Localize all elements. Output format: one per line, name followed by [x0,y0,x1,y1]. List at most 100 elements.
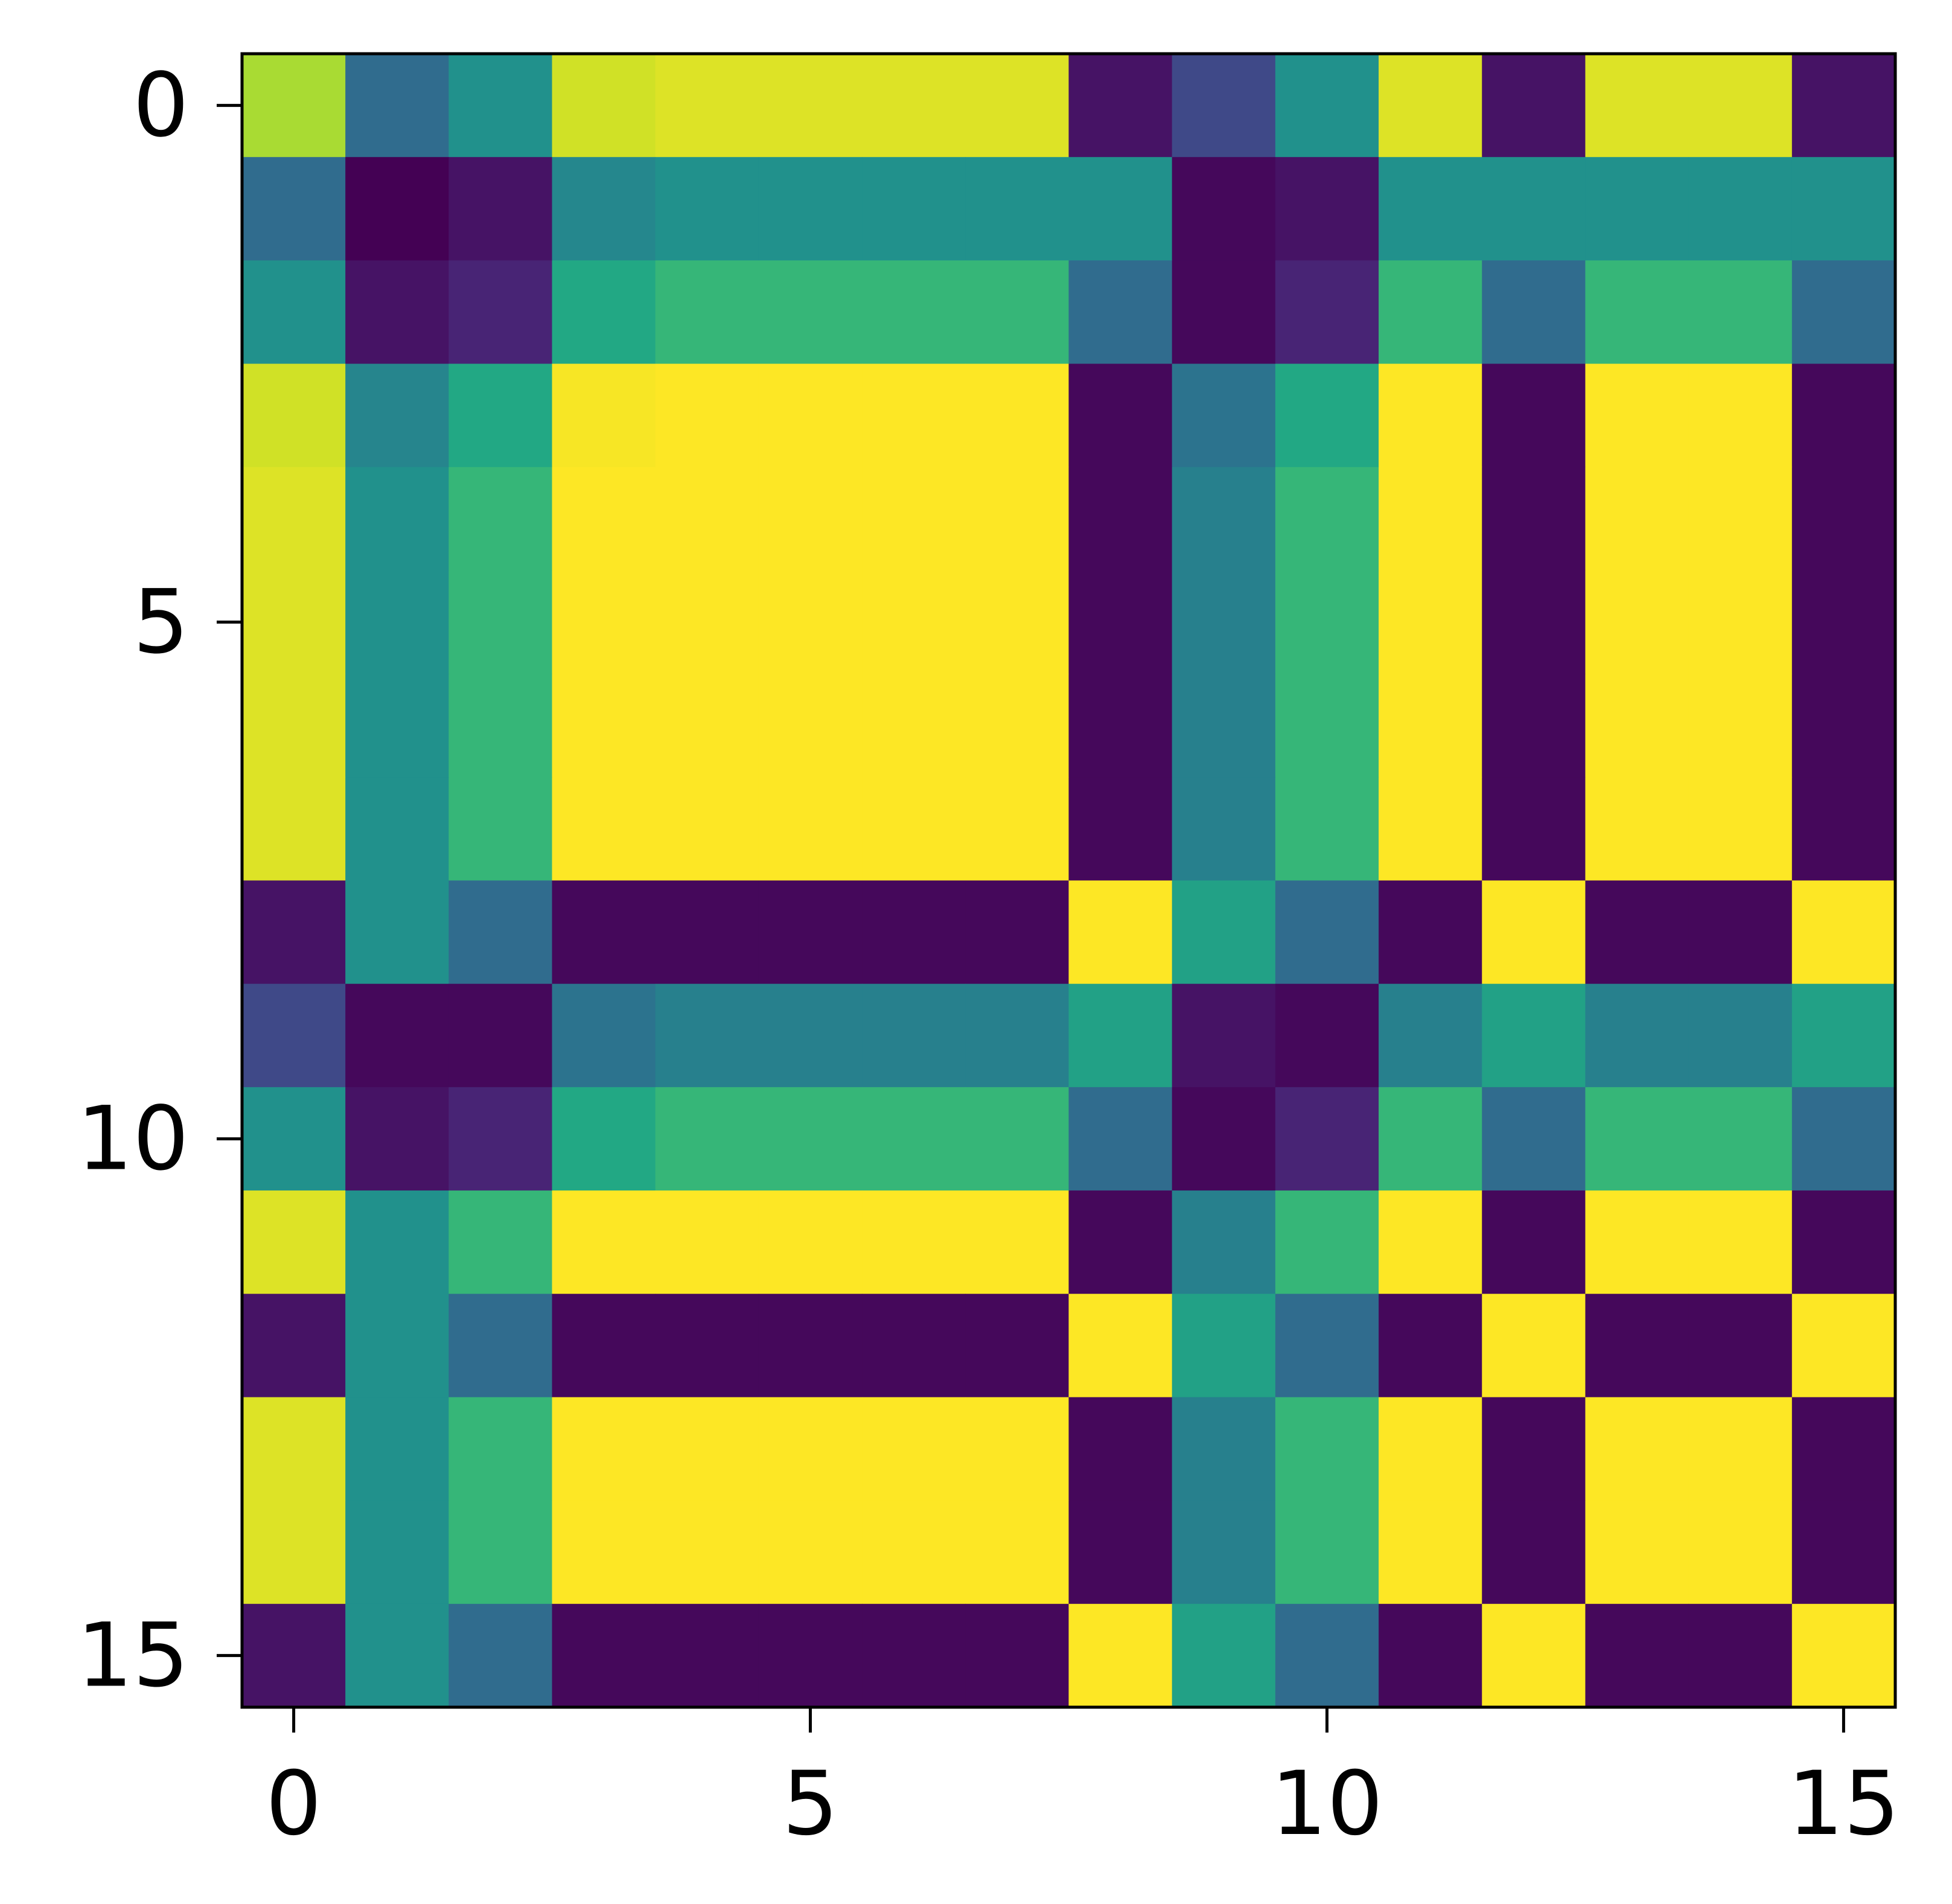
heatmap-cell [1172,1500,1276,1605]
x-tick-label: 15 [1788,1752,1900,1855]
heatmap-cell [1379,777,1482,881]
heatmap-cell [242,1397,346,1501]
heatmap-cell [1688,260,1793,365]
heatmap-cell [242,467,346,571]
heatmap-cell [1482,467,1586,571]
heatmap-cell [758,1190,863,1294]
heatmap-cell [1172,570,1276,674]
heatmap-cell [1791,674,1896,778]
heatmap-cell [1275,983,1379,1088]
heatmap-cell [242,1294,346,1398]
heatmap-cell [655,1294,759,1398]
heatmap-cell [1172,1603,1276,1708]
heatmap-cell [1585,157,1689,261]
heatmap-cell [1068,157,1173,261]
heatmap-cell [345,1294,449,1398]
heatmap-cell [862,467,966,571]
x-tick-label: 10 [1271,1752,1383,1855]
heatmap-cell [448,1190,553,1294]
heatmap-cell [1068,1190,1173,1294]
heatmap-cell [1068,54,1173,158]
heatmap-cell [1379,674,1482,778]
heatmap-cell [1275,1294,1379,1398]
heatmap-cell [1482,363,1586,468]
heatmap-cell [1275,1190,1379,1294]
heatmap-cell [1275,1603,1379,1708]
heatmap-cell [1172,1087,1276,1191]
heatmap-cell [1068,363,1173,468]
heatmap-cell [448,157,553,261]
heatmap-cell [1482,1397,1586,1501]
heatmap-cell [448,674,553,778]
heatmap-cell [1688,363,1793,468]
heatmap-cell [1791,983,1896,1088]
heatmap-cell [448,1500,553,1605]
heatmap-cell [1791,1294,1896,1398]
heatmap-cell [1379,54,1482,158]
heatmap-cell [1791,363,1896,468]
heatmap-cell [965,1500,1070,1605]
heatmap-cell [965,777,1070,881]
heatmap-cell [655,1087,759,1191]
heatmap-cell [1172,260,1276,365]
heatmap-cell [1688,1190,1793,1294]
heatmap-cell [758,157,863,261]
heatmap-cell [1379,1087,1482,1191]
heatmap-cell [242,260,346,365]
heatmap-cell [655,1500,759,1605]
heatmap-cell [1172,363,1276,468]
heatmap-cell [1688,1603,1793,1708]
heatmap-cell [1585,777,1689,881]
heatmap-cell [758,983,863,1088]
heatmap-cell [1791,880,1896,985]
heatmap-cell [552,1190,656,1294]
heatmap-cell [758,777,863,881]
heatmap-cell [345,54,449,158]
heatmap-cell [552,1500,656,1605]
heatmap-cell [345,1397,449,1501]
heatmap-cell [345,983,449,1088]
heatmap-cell [448,880,553,985]
heatmap-cell [1482,54,1586,158]
heatmap-cell [1275,674,1379,778]
heatmap-cell [1275,467,1379,571]
heatmap-cell [1275,363,1379,468]
heatmap-cell [1068,260,1173,365]
heatmap-cell [1585,467,1689,571]
heatmap-cell [1172,54,1276,158]
heatmap-cell [862,674,966,778]
heatmap-cell [552,674,656,778]
heatmap-cell [1068,674,1173,778]
heatmap-cell [1688,674,1793,778]
heatmap-cell [1172,1190,1276,1294]
heatmap-cell [1585,1087,1689,1191]
heatmap-cell [1791,1397,1896,1501]
heatmap-cell [655,1190,759,1294]
heatmap-cell [1585,54,1689,158]
heatmap-cell [1068,880,1173,985]
heatmap-cell [1068,983,1173,1088]
heatmap-cell [1585,363,1689,468]
heatmap-cell [965,1603,1070,1708]
heatmap-cell [1068,467,1173,571]
heatmap-cell [242,777,346,881]
heatmap-cell [345,1087,449,1191]
heatmap-cell [655,880,759,985]
heatmap-cell [242,1190,346,1294]
heatmap-cell [345,260,449,365]
heatmap-cell [862,1294,966,1398]
heatmap-cell [862,1190,966,1294]
heatmap-cell [242,363,346,468]
heatmap-cell [1688,1294,1793,1398]
heatmap-cell [862,880,966,985]
heatmap-cell [552,1294,656,1398]
heatmap-cell [862,1087,966,1191]
heatmap-cell [862,1603,966,1708]
heatmap-cell [345,1190,449,1294]
heatmap-cell [1791,777,1896,881]
axes-frame [240,52,1897,1709]
heatmap-cell [965,363,1070,468]
heatmap-cell [345,674,449,778]
heatmap-cell [1275,777,1379,881]
